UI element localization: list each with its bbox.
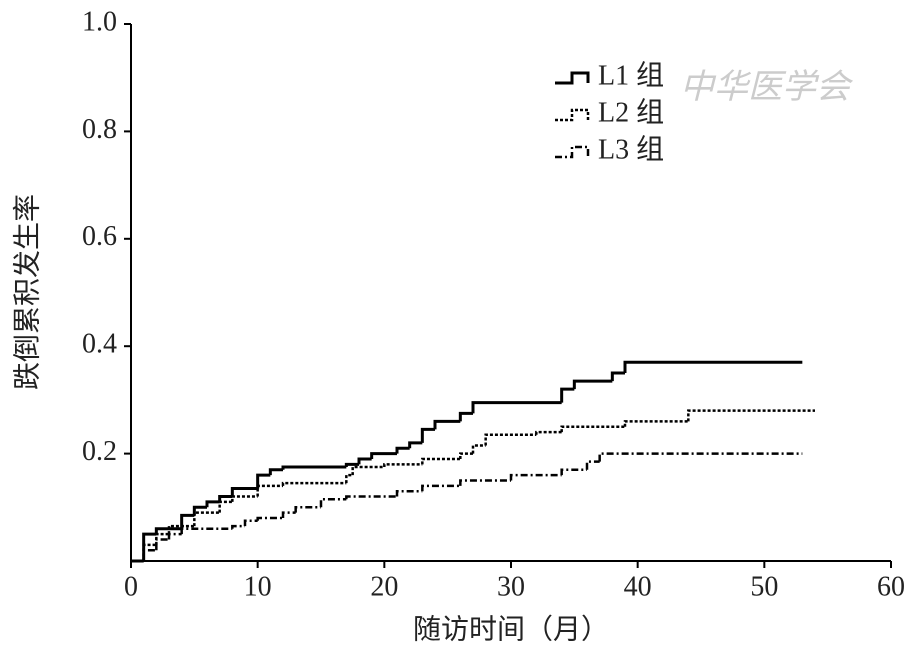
watermark: 中华医学会 — [680, 69, 854, 106]
step-segment — [231, 495, 258, 502]
step-segment — [345, 495, 397, 500]
step-segment — [281, 481, 347, 486]
step-segment — [610, 371, 625, 382]
step-segment — [623, 360, 803, 374]
legend-label: L3 组 — [598, 133, 664, 165]
step-segment — [585, 460, 600, 470]
x-tick-label: 60 — [877, 571, 905, 602]
step-segment — [192, 505, 207, 516]
step-segment — [484, 433, 537, 446]
step-segment — [155, 532, 169, 545]
step-segment — [687, 409, 815, 422]
legend-swatch — [555, 71, 590, 85]
step-segment — [256, 473, 271, 489]
x-axis-label: 随访时间（月） — [413, 613, 609, 645]
legend-swatch — [555, 145, 590, 159]
step-segment — [623, 420, 689, 427]
step-segment — [535, 430, 562, 435]
step-segment — [471, 401, 562, 414]
y-tick-label: 0.2 — [82, 436, 117, 467]
step-segment — [205, 500, 220, 508]
step-segment — [268, 468, 283, 476]
step-segment — [155, 538, 169, 551]
y-tick-label: 1.0 — [82, 6, 117, 37]
step-segment — [459, 452, 473, 459]
legend-label: L1 组 — [598, 59, 664, 91]
legend-swatch — [555, 108, 590, 122]
step-segment — [560, 468, 587, 476]
step-segment — [421, 484, 461, 492]
step-segment — [142, 543, 157, 561]
step-segment — [560, 425, 625, 433]
step-segment — [319, 497, 347, 508]
x-tick-label: 0 — [124, 571, 138, 602]
step-segment — [193, 511, 220, 527]
step-segment — [598, 452, 803, 462]
step-segment — [281, 511, 296, 519]
step-segment — [560, 387, 575, 403]
step-segment — [294, 506, 321, 513]
step-segment — [154, 527, 182, 535]
step-segment — [383, 463, 423, 468]
step-segment — [256, 484, 283, 497]
step-segment — [572, 379, 613, 390]
step-segment — [395, 489, 423, 497]
step-segment — [167, 532, 182, 540]
step-segment — [167, 524, 195, 535]
step-segment — [370, 452, 397, 459]
step-segment — [395, 446, 410, 454]
step-segment — [351, 465, 385, 476]
step-segment — [509, 473, 562, 481]
step-segment — [471, 444, 486, 454]
step-segment — [243, 519, 258, 527]
step-segment — [230, 487, 258, 497]
x-tick-label: 30 — [497, 571, 525, 602]
y-tick-label: 0.4 — [82, 329, 117, 360]
step-segment — [408, 441, 423, 449]
step-segment — [458, 411, 473, 422]
step-segment — [142, 549, 157, 561]
y-axis-label: 跌倒累积发生率 — [11, 194, 43, 390]
step-segment — [218, 495, 233, 502]
step-segment — [180, 527, 233, 535]
step-segment — [218, 500, 233, 513]
step-segment — [421, 457, 461, 465]
x-tick-label: 10 — [244, 571, 272, 602]
x-tick-label: 20 — [370, 571, 398, 602]
legend-label: L2 组 — [598, 96, 664, 128]
step-segment — [459, 479, 511, 486]
step-segment — [231, 524, 245, 529]
step-segment — [357, 457, 372, 465]
x-tick-label: 40 — [624, 571, 652, 602]
step-segment — [281, 465, 347, 470]
step-segment — [256, 516, 283, 521]
step-segment — [433, 419, 461, 430]
step-segment — [180, 513, 195, 529]
step-segment — [344, 462, 359, 468]
step-segment — [420, 427, 435, 443]
step-segment — [345, 473, 353, 484]
step-segment — [142, 532, 157, 561]
x-tick-label: 50 — [750, 571, 778, 602]
y-tick-label: 0.6 — [82, 221, 117, 252]
y-tick-label: 0.8 — [82, 114, 117, 145]
